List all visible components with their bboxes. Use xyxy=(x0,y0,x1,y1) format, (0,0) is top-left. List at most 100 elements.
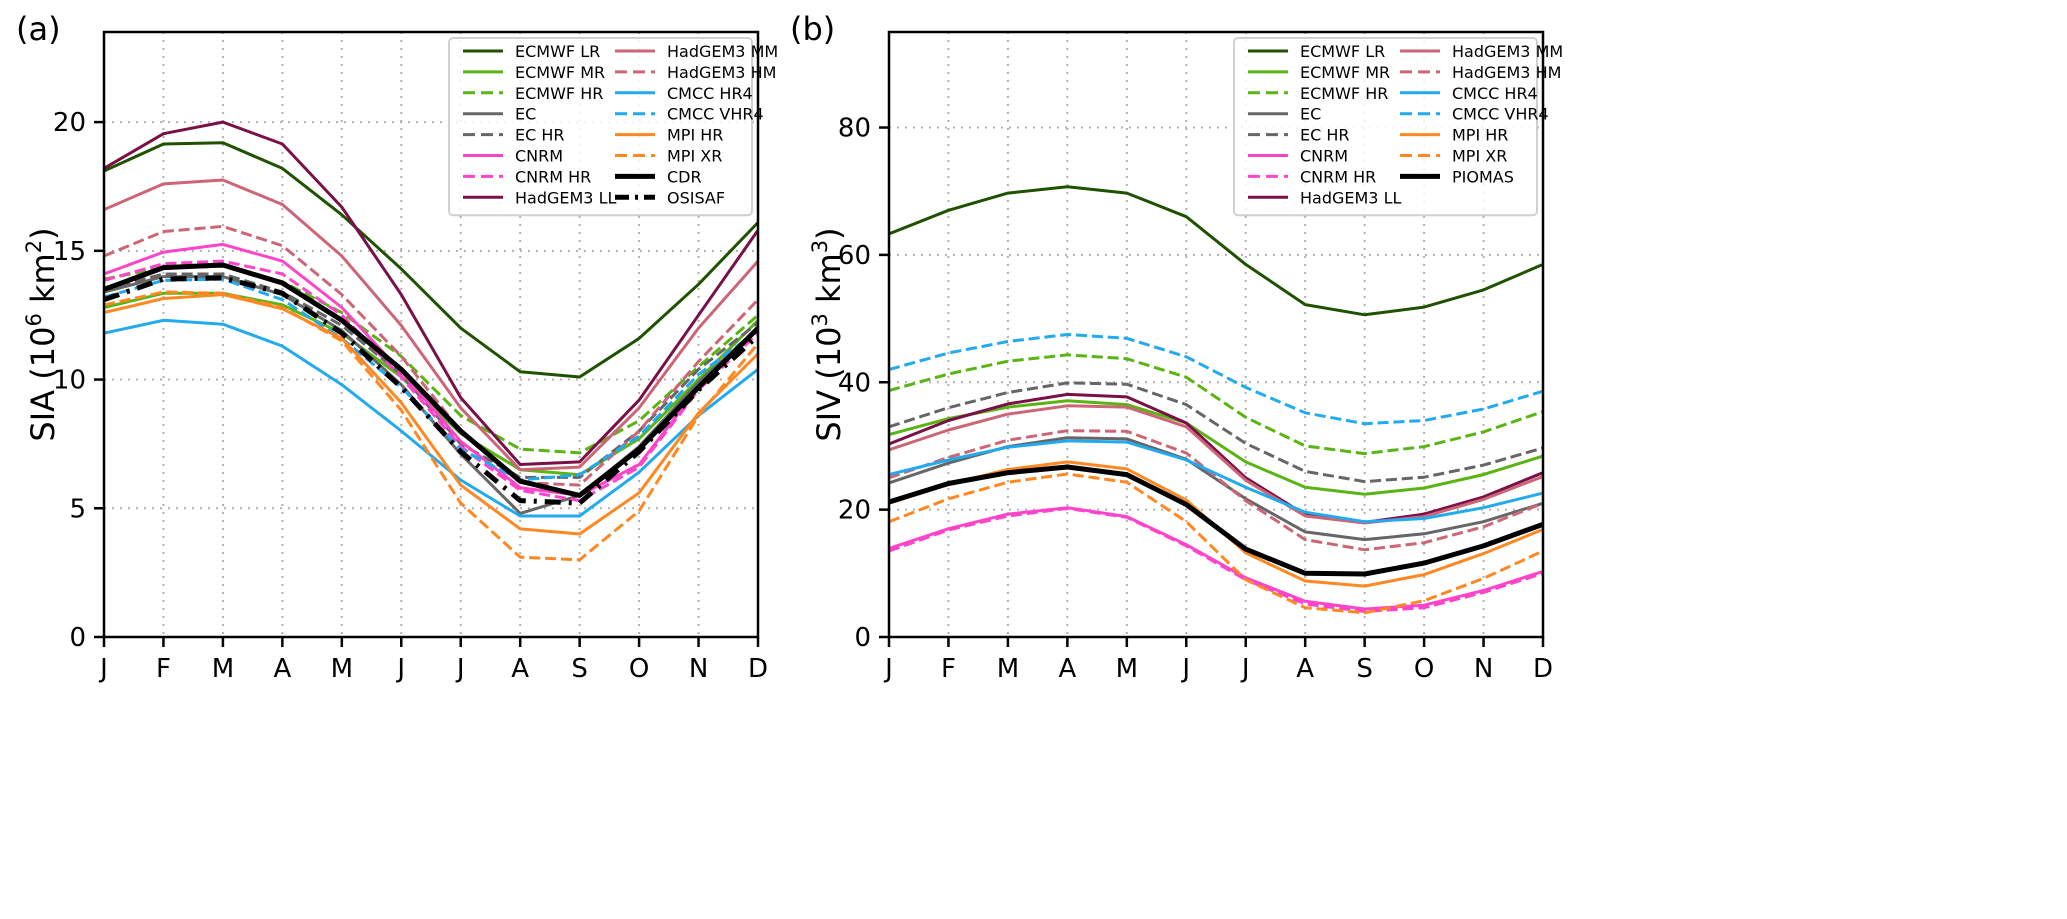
legend-label: ECMWF MR xyxy=(1300,63,1390,82)
legend-item: CMCC VHR4 xyxy=(615,105,764,124)
series-line-mpi-hr xyxy=(104,293,758,536)
series-line-ecmwf-lr xyxy=(889,185,1543,317)
x-tick-label: J xyxy=(1180,654,1190,684)
series-group xyxy=(104,120,758,562)
y-tick-label: 10 xyxy=(53,366,86,396)
x-tick-label: D xyxy=(1533,654,1553,684)
series-line-cmcc-vhr4 xyxy=(889,333,1543,426)
y-tick-label: 80 xyxy=(838,114,871,144)
x-tick-label: A xyxy=(1058,654,1076,684)
legend-item: ECMWF LR xyxy=(463,42,600,61)
series-line-cmcc-hr4 xyxy=(104,318,758,518)
legend-label: CMCC HR4 xyxy=(1452,84,1538,103)
legend-label: CNRM HR xyxy=(515,167,591,186)
series-line-ecmwf-lr xyxy=(104,141,758,379)
axes-frame xyxy=(102,30,760,639)
legend-box xyxy=(1233,37,1538,217)
legend-label: CDR xyxy=(667,167,702,186)
legend-label: EC HR xyxy=(515,126,565,145)
legend-item: HadGEM3 MM xyxy=(615,42,778,61)
legend-item: CNRM xyxy=(1248,147,1348,166)
legend-box xyxy=(448,37,753,217)
series-line-hadgem3-mm xyxy=(104,178,758,472)
legend-label: MPI HR xyxy=(1452,126,1508,145)
legend-label: CMCC HR4 xyxy=(667,84,753,103)
legend-item: EC HR xyxy=(463,126,565,145)
legend-label: MPI XR xyxy=(1452,147,1507,166)
x-tick-label: J xyxy=(1240,654,1250,684)
series-group xyxy=(889,185,1543,615)
legend-label: HadGEM3 MM xyxy=(1452,42,1563,61)
x-tick-label: J xyxy=(455,654,465,684)
legend-label: CMCC VHR4 xyxy=(1452,105,1549,124)
legend-item: HadGEM3 MM xyxy=(1400,42,1563,61)
y-tick-label: 15 xyxy=(53,237,86,267)
legend-label: ECMWF LR xyxy=(1300,42,1385,61)
legend-item: EC HR xyxy=(1248,126,1350,145)
y-tick-label: 20 xyxy=(53,108,86,138)
series-line-hadgem3-ll xyxy=(889,392,1543,524)
series-line-cnrm-hr xyxy=(889,506,1543,613)
legend-item: CDR xyxy=(615,167,702,186)
series-line-hadgem3-hm xyxy=(889,429,1543,552)
legend-label: HadGEM3 LL xyxy=(515,188,616,207)
x-tick-label: O xyxy=(1414,654,1434,684)
x-tick-label: F xyxy=(941,654,956,684)
legend-label: ECMWF HR xyxy=(1300,84,1388,103)
legend-item: HadGEM3 HM xyxy=(1400,63,1561,82)
legend-label: EC xyxy=(515,105,536,124)
series-line-ecmwf-mr xyxy=(889,399,1543,496)
legend-item: ECMWF HR xyxy=(1248,84,1388,103)
x-tick-label: A xyxy=(273,654,291,684)
legend-item: CNRM HR xyxy=(1248,167,1376,186)
panel-label: (b) xyxy=(790,10,835,48)
panel-a-sia: 0 5 10 15 20 J F M A M J J A S O N D (a) SIA (106 km2) ECMW… xyxy=(16,10,778,684)
legend: ECMWF LR ECMWF MR ECMWF HR EC EC HR CNRMCNRM … xyxy=(1233,37,1563,217)
legend-label: EC xyxy=(1300,105,1321,124)
legend-label: OSISAF xyxy=(667,188,725,207)
legend-item: CMCC HR4 xyxy=(615,84,753,103)
x-tick-label: N xyxy=(1474,654,1493,684)
legend-item: CNRM xyxy=(463,147,563,166)
legend-label: HadGEM3 MM xyxy=(667,42,778,61)
series-line-hadgem3-mm xyxy=(889,404,1543,525)
series-line-piomas xyxy=(889,464,1543,577)
legend-label: ECMWF LR xyxy=(515,42,600,61)
y-tick-label: 0 xyxy=(69,623,86,653)
x-tick-label: D xyxy=(748,654,768,684)
x-tick-label: A xyxy=(511,654,529,684)
legend-item: HadGEM3 LL xyxy=(463,188,616,207)
legend-item: HadGEM3 HM xyxy=(615,63,776,82)
x-tick-label: F xyxy=(156,654,171,684)
x-tick-label: J xyxy=(883,654,893,684)
x-tick-label: M xyxy=(331,654,353,684)
series-line-hadgem3-hm xyxy=(104,224,758,487)
y-tick-label: 20 xyxy=(838,496,871,526)
series-line-mpi-xr xyxy=(104,290,758,562)
x-tick-label: M xyxy=(997,654,1019,684)
legend-item: EC xyxy=(1248,105,1321,124)
x-tick-label: M xyxy=(212,654,234,684)
legend-item: ECMWF MR xyxy=(1248,63,1390,82)
legend-item: MPI XR xyxy=(1400,147,1507,166)
legend-item: CMCC VHR4 xyxy=(1400,105,1549,124)
series-line-ec-hr xyxy=(104,272,758,479)
legend-item: HadGEM3 LL xyxy=(1248,188,1401,207)
series-line-osisaf xyxy=(104,275,758,506)
series-line-ec-hr xyxy=(889,381,1543,484)
x-tick-label: O xyxy=(629,654,649,684)
x-tick-label: N xyxy=(689,654,708,684)
panel-label: (a) xyxy=(16,10,61,48)
x-tick-label: S xyxy=(1356,654,1373,684)
legend-item: ECMWF MR xyxy=(463,63,605,82)
legend-label: HadGEM3 HM xyxy=(1452,63,1561,82)
series-line-mpi-xr xyxy=(889,472,1543,615)
legend-item: CMCC HR4 xyxy=(1400,84,1538,103)
y-axis-label: SIA (106 km2) xyxy=(22,227,62,441)
series-line-cnrm xyxy=(104,242,758,497)
x-tick-label: M xyxy=(1116,654,1138,684)
legend-item: ECMWF HR xyxy=(463,84,603,103)
legend-label: HadGEM3 LL xyxy=(1300,188,1401,207)
